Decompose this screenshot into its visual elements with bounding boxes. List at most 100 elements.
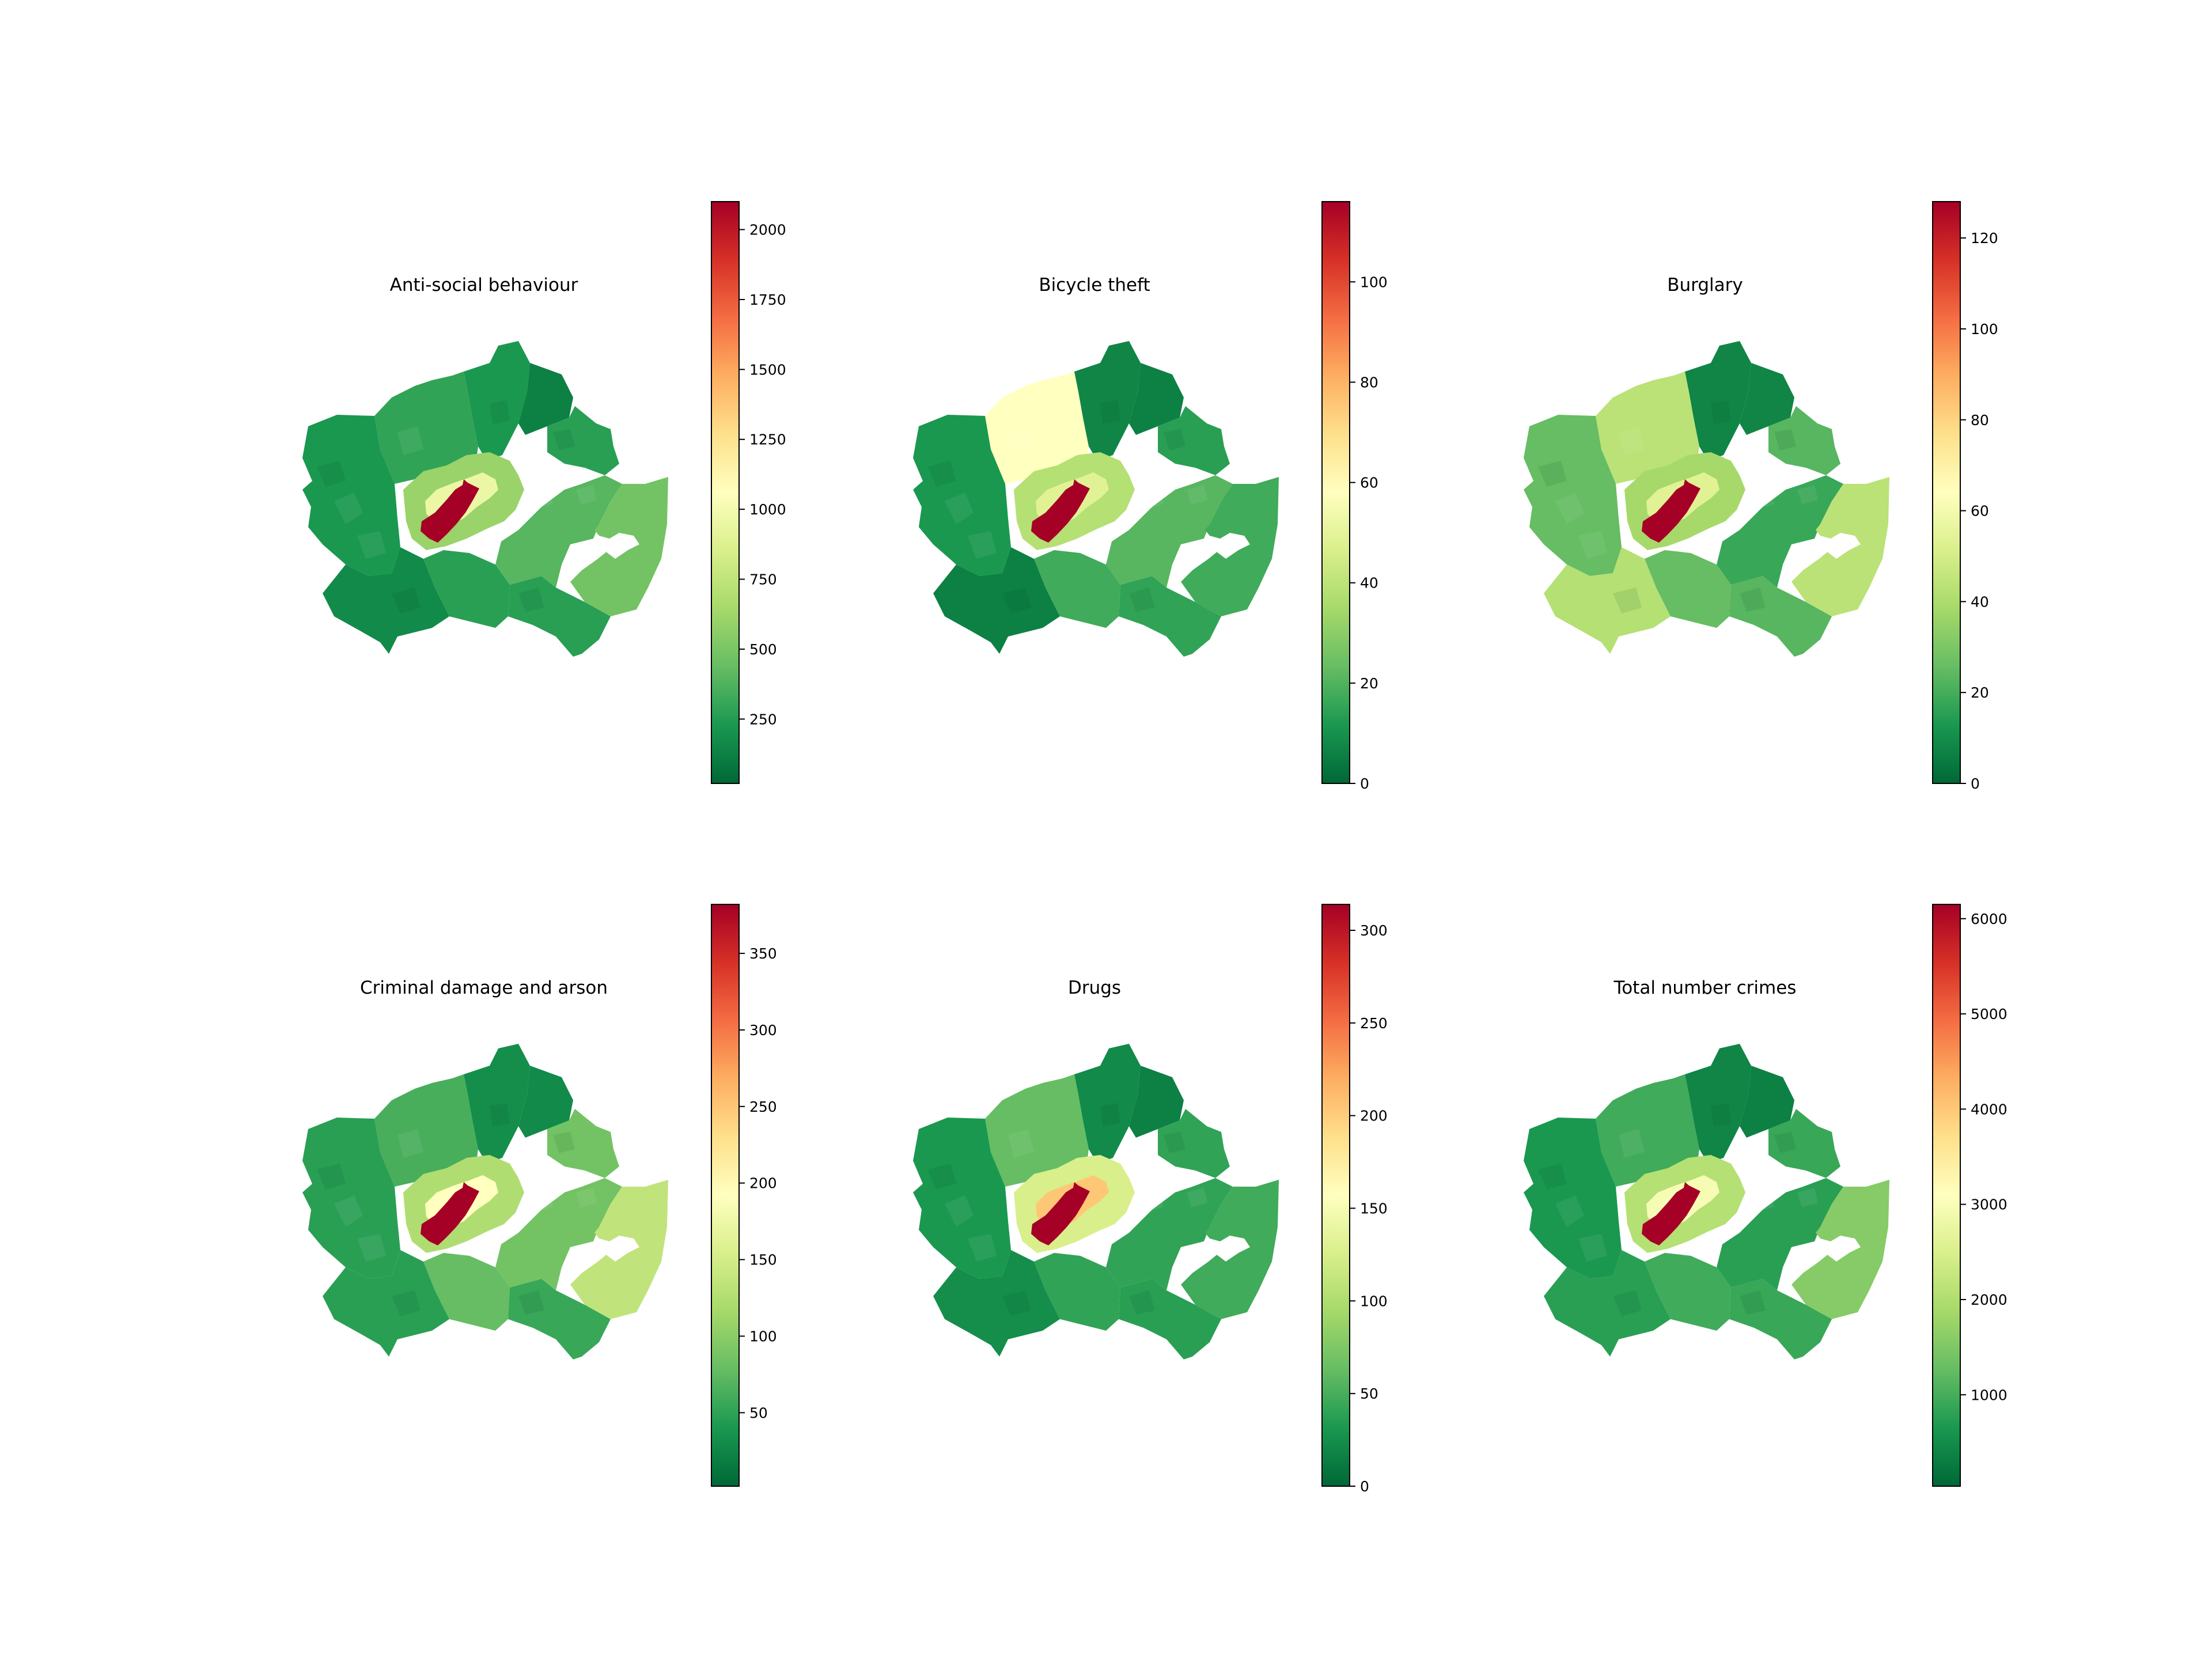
region-east xyxy=(1106,475,1233,588)
colorbar-tick-label: 120 xyxy=(1971,230,1998,247)
colorbar-tick-label: 100 xyxy=(749,1328,777,1345)
estuary xyxy=(1205,533,1250,559)
choropleth-map xyxy=(1524,1044,1889,1359)
colorbar-gradient xyxy=(1933,202,1960,783)
region-centre xyxy=(1031,1182,1090,1245)
colorbar-tick-label: 3000 xyxy=(1971,1196,2008,1213)
region-north-west xyxy=(1596,372,1699,484)
colorbar-gradient xyxy=(711,202,739,783)
ward-texture xyxy=(1578,531,1607,559)
region-north-centre xyxy=(1074,1044,1141,1164)
colorbar-tick-label: 250 xyxy=(749,711,777,728)
ward-texture xyxy=(1740,1290,1766,1315)
region-north-east xyxy=(518,363,573,435)
colorbar-tick-label: 2000 xyxy=(1971,1291,2008,1308)
region-centre xyxy=(421,1182,479,1245)
colorbar: 0 50 100 150 200 250 300 xyxy=(1321,904,1388,1495)
colorbar-tick-label: 0 xyxy=(1360,1478,1369,1495)
colorbar-tick-label: 100 xyxy=(1360,1293,1388,1309)
ward-texture xyxy=(1797,1188,1818,1207)
colorbar-tick-label: 0 xyxy=(1360,775,1369,792)
colorbar: 50 100 150 200 250 300 350 xyxy=(711,904,777,1487)
ward-texture xyxy=(968,1234,997,1262)
region-south-east xyxy=(1119,1279,1221,1359)
region-south-west xyxy=(1544,547,1671,654)
ward-texture xyxy=(553,429,575,450)
ward-texture xyxy=(1538,461,1567,487)
ward-texture xyxy=(397,426,423,455)
region-north-centre xyxy=(464,1044,530,1164)
colorbar-tick-label: 5000 xyxy=(1971,1006,2008,1022)
colorbar-tick-label: 500 xyxy=(749,641,777,658)
ward-texture xyxy=(490,1103,510,1127)
panel-title: Bicycle theft xyxy=(1039,275,1150,296)
region-north-east xyxy=(518,1066,573,1138)
ward-texture xyxy=(357,531,386,559)
colorbar-tick-label: 200 xyxy=(1360,1108,1388,1124)
ward-texture xyxy=(1100,1103,1120,1127)
region-centre xyxy=(1642,1182,1700,1245)
ward-texture xyxy=(1613,1290,1642,1316)
estuary xyxy=(594,1236,639,1262)
choropleth-map xyxy=(913,341,1279,657)
colorbar-tick-label: 40 xyxy=(1360,575,1378,592)
colorbar-tick-label: 4000 xyxy=(1971,1101,2008,1118)
region-west xyxy=(1524,1118,1622,1279)
ward-texture xyxy=(334,1195,363,1227)
ward-texture xyxy=(1164,1132,1185,1153)
colorbar-tick-label: 2000 xyxy=(749,222,786,238)
ward-texture xyxy=(1129,588,1155,612)
ward-texture xyxy=(1751,1187,1774,1213)
region-north-centre xyxy=(1685,1044,1751,1164)
ward-texture xyxy=(530,1187,553,1213)
ward-texture xyxy=(1100,400,1120,424)
region-north-east xyxy=(1129,1066,1184,1138)
ward-texture xyxy=(1555,493,1584,524)
ward-texture xyxy=(518,1290,544,1315)
region-west xyxy=(913,415,1011,576)
region-top-east xyxy=(1158,1109,1230,1178)
region-north-centre xyxy=(1074,341,1141,461)
colorbar-tick-label: 150 xyxy=(1360,1200,1388,1217)
region-south-west xyxy=(1544,1250,1671,1357)
region-south-centre xyxy=(1645,550,1731,628)
colorbar-frame xyxy=(1321,904,1350,1487)
region-north-east xyxy=(1740,363,1794,435)
colorbar-tick-label: 60 xyxy=(1360,475,1378,491)
ward-texture xyxy=(1613,588,1642,613)
region-top-east xyxy=(547,1109,619,1178)
region-west xyxy=(302,415,400,576)
colorbar-tick-label: 50 xyxy=(1360,1385,1378,1402)
ward-texture xyxy=(334,493,363,524)
colorbar-tick-label: 1000 xyxy=(1971,1387,2008,1403)
colorbar-gradient xyxy=(1322,904,1350,1486)
colorbar-tick-label: 200 xyxy=(749,1175,777,1192)
map-panel-anti-social-behaviour: Anti-social behaviour 250 500 750 1000 1250 1… xyxy=(302,201,786,784)
estuary xyxy=(1816,533,1861,559)
ward-texture xyxy=(576,1188,597,1207)
region-south-west xyxy=(323,1250,449,1357)
colorbar-tick-label: 250 xyxy=(749,1099,777,1115)
panel-title: Drugs xyxy=(1068,978,1121,998)
ward-texture xyxy=(1619,426,1645,455)
ward-texture xyxy=(1774,429,1796,450)
colorbar-tick-label: 20 xyxy=(1971,684,1989,701)
ward-texture xyxy=(945,493,974,524)
region-west xyxy=(913,1118,1011,1279)
ward-texture xyxy=(1129,1290,1155,1315)
ward-texture xyxy=(927,1164,956,1190)
colorbar-tick-label: 0 xyxy=(1971,775,1980,792)
map-panel-drugs: Drugs 0 50 100 150 200 250 300 xyxy=(913,904,1388,1495)
region-south-east xyxy=(1729,576,1832,657)
colorbar-tick-label: 40 xyxy=(1971,593,1989,610)
region-north-west xyxy=(374,372,478,484)
region-north-centre xyxy=(1685,341,1751,461)
map-panel-total-number-crimes: Total number crimes 1000 2000 3000 4000 5000… xyxy=(1524,904,2008,1487)
ward-texture xyxy=(1711,1103,1731,1127)
region-east xyxy=(1717,1178,1843,1290)
colorbar-tick-label: 1500 xyxy=(749,361,786,378)
region-west xyxy=(1524,415,1622,576)
region-south-west xyxy=(933,547,1060,654)
colorbar-frame xyxy=(1932,904,1961,1487)
